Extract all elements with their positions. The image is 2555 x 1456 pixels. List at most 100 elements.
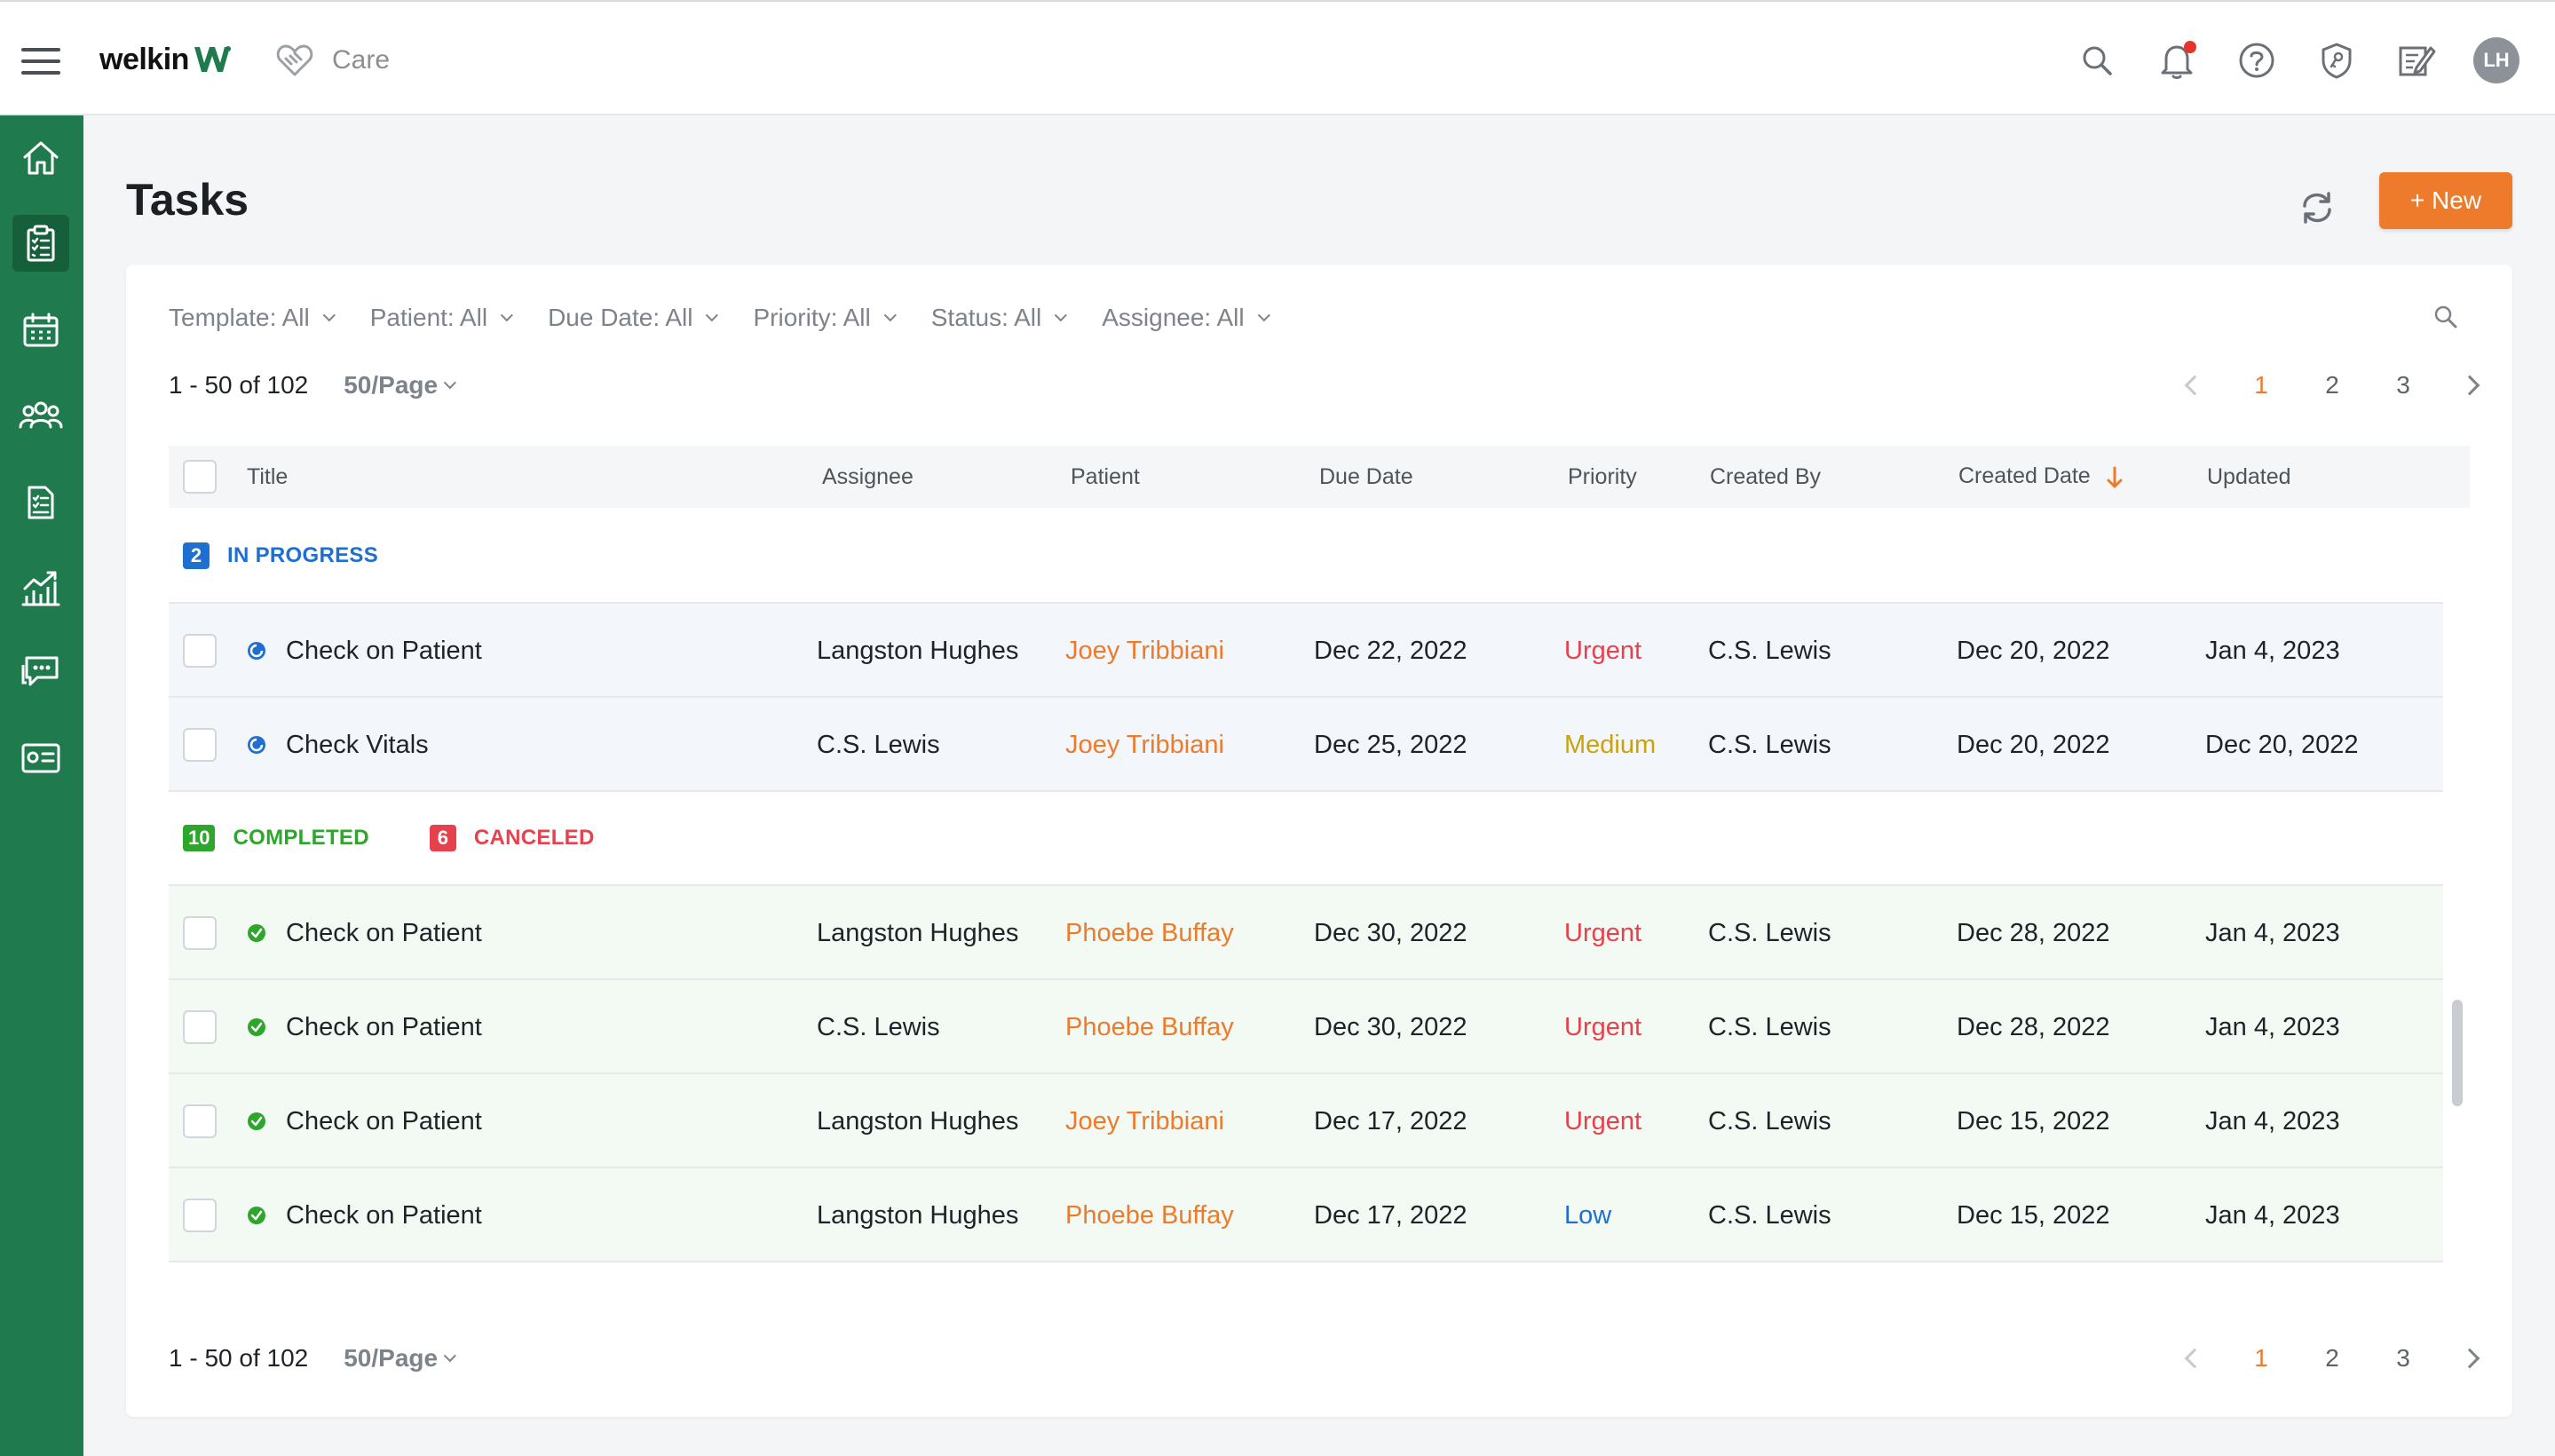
help-icon[interactable]	[2234, 37, 2280, 83]
welkin-logo[interactable]: welkin	[99, 37, 232, 82]
cell-due-date: Dec 17, 2022	[1314, 1106, 1467, 1136]
col-created-by[interactable]: Created By	[1710, 463, 1822, 489]
filter-patient[interactable]: Patient: All	[370, 304, 513, 332]
select-all-checkbox[interactable]	[183, 460, 217, 494]
filter-assignee[interactable]: Assignee: All	[1102, 304, 1270, 332]
page-1[interactable]: 1	[2254, 371, 2268, 399]
completed-label[interactable]: COMPLETED	[233, 826, 369, 850]
filter-priority[interactable]: Priority: All	[753, 304, 897, 332]
next-page-icon[interactable]	[2459, 1348, 2480, 1369]
col-title[interactable]: Title	[247, 463, 289, 489]
cell-patient-link[interactable]: Joey Tribbiani	[1065, 730, 1224, 759]
canceled-label[interactable]: CANCELED	[473, 826, 595, 850]
per-page-select[interactable]: 50/Page	[344, 371, 456, 400]
completed-count-badge[interactable]: 10	[183, 825, 216, 851]
cell-patient-link[interactable]: Phoebe Buffay	[1065, 1200, 1234, 1230]
cell-title[interactable]: Check on Patient	[286, 1200, 482, 1230]
cell-due-date: Dec 17, 2022	[1314, 1200, 1467, 1230]
cell-title[interactable]: Check on Patient	[286, 636, 482, 665]
module-switcher[interactable]: Care	[275, 41, 390, 80]
sidebar-item-profile[interactable]	[12, 730, 69, 787]
table-row[interactable]: Check Vitals C.S. Lewis Joey Tribbiani D…	[169, 698, 2443, 792]
cell-priority: Urgent	[1564, 1012, 1642, 1041]
security-shield-icon[interactable]	[2314, 37, 2360, 83]
search-icon[interactable]	[2074, 37, 2120, 83]
cell-patient-link[interactable]: Phoebe Buffay	[1065, 918, 1234, 947]
sidebar-item-tasks[interactable]	[12, 215, 69, 272]
chevron-down-icon	[706, 309, 719, 322]
filter-due-date[interactable]: Due Date: All	[548, 304, 719, 332]
filter-label: Template: All	[169, 304, 310, 331]
prev-page-icon[interactable]	[2184, 1348, 2205, 1369]
cell-title[interactable]: Check Vitals	[286, 730, 429, 759]
cell-created-by: C.S. Lewis	[1708, 636, 1831, 665]
prev-page-icon[interactable]	[2184, 375, 2205, 396]
page-3[interactable]: 3	[2396, 1344, 2410, 1372]
cell-created-date: Dec 28, 2022	[1957, 918, 2110, 947]
page-list: 1 2 3	[2184, 371, 2480, 400]
cell-patient-link[interactable]: Phoebe Buffay	[1065, 1012, 1234, 1041]
table-search-icon[interactable]	[2432, 304, 2459, 335]
sidebar-item-home[interactable]	[12, 130, 69, 186]
next-page-icon[interactable]	[2459, 375, 2480, 396]
cell-assignee: Langston Hughes	[817, 918, 1019, 947]
row-checkbox[interactable]	[183, 1010, 217, 1044]
per-page-value: 50/Page	[344, 371, 439, 399]
group-header-in-progress[interactable]: 2 IN PROGRESS	[169, 510, 2443, 604]
tasks-card: Template: All Patient: All Due Date: All…	[126, 265, 2512, 1417]
cell-priority: Medium	[1564, 730, 1657, 759]
page-2[interactable]: 2	[2325, 371, 2339, 399]
cell-patient-link[interactable]: Joey Tribbiani	[1065, 1106, 1224, 1136]
filter-status[interactable]: Status: All	[931, 304, 1068, 332]
col-created-date[interactable]: Created Date	[1958, 463, 2124, 489]
row-checkbox[interactable]	[183, 1104, 217, 1138]
notes-icon[interactable]	[2393, 37, 2440, 83]
table-row[interactable]: Check on Patient C.S. Lewis Phoebe Buffa…	[169, 980, 2443, 1074]
sidebar-item-patients[interactable]	[12, 387, 69, 444]
col-due-date[interactable]: Due Date	[1319, 463, 1413, 489]
page-list: 1 2 3	[2184, 1344, 2480, 1373]
page-1[interactable]: 1	[2254, 1344, 2268, 1372]
table-scrollbar[interactable]	[2452, 1000, 2463, 1106]
cell-title[interactable]: Check on Patient	[286, 1012, 482, 1041]
canceled-count-badge[interactable]: 6	[429, 825, 456, 851]
care-handshake-icon	[276, 44, 313, 76]
sidebar-item-calendar[interactable]	[12, 302, 69, 359]
filter-template[interactable]: Template: All	[169, 304, 336, 332]
row-checkbox[interactable]	[183, 1199, 217, 1232]
table-row[interactable]: Check on Patient Langston Hughes Phoebe …	[169, 886, 2443, 980]
row-checkbox[interactable]	[183, 728, 217, 762]
notification-bell-icon[interactable]	[2154, 37, 2200, 83]
refresh-icon[interactable]	[2292, 183, 2342, 233]
cell-title[interactable]: Check on Patient	[286, 918, 482, 947]
cell-patient-link[interactable]: Joey Tribbiani	[1065, 636, 1224, 665]
per-page-select[interactable]: 50/Page	[344, 1344, 456, 1373]
sidebar-item-analytics[interactable]	[12, 559, 69, 616]
cell-title[interactable]: Check on Patient	[286, 1106, 482, 1136]
table-row[interactable]: Check on Patient Langston Hughes Phoebe …	[169, 1168, 2443, 1262]
table-row[interactable]: Check on Patient Langston Hughes Joey Tr…	[169, 604, 2443, 698]
per-page-value: 50/Page	[344, 1344, 439, 1372]
col-patient[interactable]: Patient	[1071, 463, 1140, 489]
sidebar-item-messages[interactable]	[12, 645, 69, 701]
table-row[interactable]: Check on Patient Langston Hughes Joey Tr…	[169, 1074, 2443, 1168]
sidebar-item-documents[interactable]	[12, 474, 69, 531]
logo-text: welkin	[99, 42, 189, 76]
completed-check-icon	[248, 1018, 265, 1036]
col-assignee[interactable]: Assignee	[822, 463, 914, 489]
menu-icon[interactable]	[21, 48, 60, 75]
page-3[interactable]: 3	[2396, 371, 2410, 399]
new-task-button[interactable]: + New	[2379, 172, 2512, 229]
in-progress-label: IN PROGRESS	[227, 543, 378, 567]
col-priority[interactable]: Priority	[1568, 463, 1637, 489]
user-avatar[interactable]: LH	[2473, 37, 2519, 83]
cell-assignee: Langston Hughes	[817, 636, 1019, 665]
col-updated[interactable]: Updated	[2207, 463, 2291, 489]
row-checkbox[interactable]	[183, 916, 217, 950]
cell-created-by: C.S. Lewis	[1708, 1200, 1831, 1230]
row-checkbox[interactable]	[183, 634, 217, 668]
page-2[interactable]: 2	[2325, 1344, 2339, 1372]
cell-updated: Jan 4, 2023	[2205, 1200, 2340, 1230]
filter-label: Due Date: All	[548, 304, 693, 331]
cell-updated: Jan 4, 2023	[2205, 636, 2340, 665]
